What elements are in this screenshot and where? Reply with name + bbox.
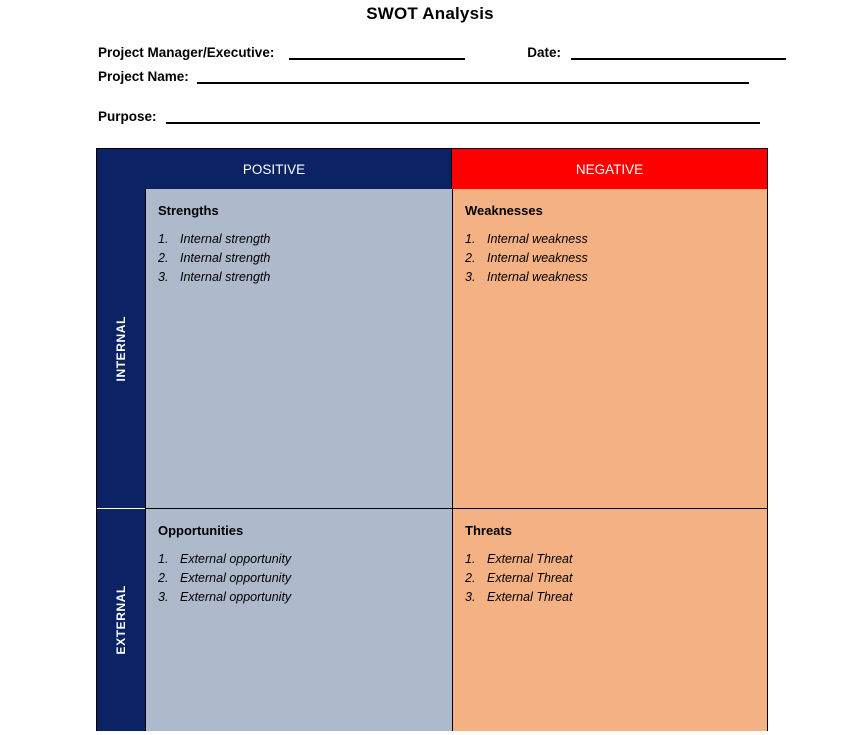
page-title: SWOT Analysis — [366, 4, 494, 23]
date-label: Date: — [527, 45, 561, 60]
list-item-text: Internal weakness — [487, 251, 588, 265]
quadrant-row-external: Opportunities 1. External opportunity 2.… — [146, 509, 767, 731]
list-item[interactable]: 1. Internal weakness — [465, 230, 767, 249]
swot-matrix: POSITIVE NEGATIVE INTERNAL EXTERNAL Stre… — [96, 148, 768, 731]
list-item-text: External Threat — [487, 571, 573, 585]
quadrant-threats-list: 1. External Threat 2. External Threat 3.… — [465, 550, 767, 607]
list-item-number: 3. — [465, 590, 476, 604]
list-item[interactable]: 2. External Threat — [465, 569, 767, 588]
matrix-row-header-column: INTERNAL EXTERNAL — [97, 189, 145, 731]
form-row-manager-date: Project Manager/Executive: Date: — [98, 42, 787, 66]
list-item-text: External Threat — [487, 590, 573, 604]
row-header-internal: INTERNAL — [97, 189, 145, 509]
form-row-purpose: Purpose: — [98, 106, 760, 130]
list-item-text: Internal strength — [180, 251, 271, 265]
row-header-external: EXTERNAL — [97, 509, 145, 731]
list-item-text: External opportunity — [180, 590, 292, 604]
project-manager-input[interactable] — [288, 45, 465, 60]
column-header-negative: NEGATIVE — [451, 149, 767, 189]
list-item-text: Internal strength — [180, 232, 271, 246]
list-item-number: 1. — [158, 552, 169, 566]
list-item[interactable]: 3. External opportunity — [158, 588, 452, 607]
list-item-number: 3. — [158, 590, 169, 604]
column-header-positive: POSITIVE — [97, 149, 451, 189]
row-header-internal-label: INTERNAL — [114, 315, 128, 382]
list-item[interactable]: 1. External Threat — [465, 550, 767, 569]
list-item-number: 2. — [465, 251, 476, 265]
form-spacer — [98, 90, 760, 106]
matrix-column-header-row: POSITIVE NEGATIVE — [97, 149, 767, 189]
list-item-text: Internal strength — [180, 270, 271, 284]
list-item-text: External opportunity — [180, 571, 292, 585]
purpose-input[interactable] — [165, 109, 760, 124]
list-item-text: Internal weakness — [487, 270, 588, 284]
quadrant-grid: Strengths 1. Internal strength 2. Intern… — [145, 189, 767, 731]
list-item[interactable]: 1. Internal strength — [158, 230, 452, 249]
list-item-text: External opportunity — [180, 552, 292, 566]
list-item-text: Internal weakness — [487, 232, 588, 246]
quadrant-weaknesses-list: 1. Internal weakness 2. Internal weaknes… — [465, 230, 767, 287]
project-name-label: Project Name: — [98, 69, 189, 84]
list-item-number: 2. — [465, 571, 476, 585]
quadrant-strengths-title: Strengths — [158, 203, 219, 218]
quadrant-strengths[interactable]: Strengths 1. Internal strength 2. Intern… — [146, 189, 452, 508]
list-item[interactable]: 2. Internal strength — [158, 249, 452, 268]
quadrant-row-internal: Strengths 1. Internal strength 2. Intern… — [146, 189, 767, 509]
quadrant-opportunities-list: 1. External opportunity 2. External oppo… — [158, 550, 452, 607]
project-name-input[interactable] — [197, 69, 750, 84]
list-item-number: 3. — [158, 270, 169, 284]
quadrant-weaknesses-title: Weaknesses — [465, 203, 543, 218]
list-item-number: 1. — [465, 552, 476, 566]
form-header-block: Project Manager/Executive: Date: Project… — [98, 42, 787, 130]
quadrant-weaknesses[interactable]: Weaknesses 1. Internal weakness 2. Inter… — [452, 189, 767, 508]
quadrant-threats-title: Threats — [465, 523, 512, 538]
list-item[interactable]: 3. Internal strength — [158, 268, 452, 287]
project-manager-label: Project Manager/Executive: — [98, 45, 275, 60]
purpose-label: Purpose: — [98, 109, 157, 124]
list-item[interactable]: 3. External Threat — [465, 588, 767, 607]
list-item[interactable]: 3. Internal weakness — [465, 268, 767, 287]
list-item[interactable]: 2. Internal weakness — [465, 249, 767, 268]
quadrant-threats[interactable]: Threats 1. External Threat 2. External T… — [452, 509, 767, 731]
list-item-text: External Threat — [487, 552, 573, 566]
list-item-number: 3. — [465, 270, 476, 284]
quadrant-opportunities-title: Opportunities — [158, 523, 244, 538]
form-row-project-name: Project Name: — [98, 66, 760, 90]
quadrant-strengths-list: 1. Internal strength 2. Internal strengt… — [158, 230, 452, 287]
quadrant-opportunities[interactable]: Opportunities 1. External opportunity 2.… — [146, 509, 452, 731]
list-item[interactable]: 2. External opportunity — [158, 569, 452, 588]
row-header-external-label: EXTERNAL — [114, 585, 128, 655]
list-item-number: 1. — [158, 232, 169, 246]
list-item[interactable]: 1. External opportunity — [158, 550, 452, 569]
list-item-number: 2. — [158, 571, 169, 585]
list-item-number: 1. — [465, 232, 476, 246]
list-item-number: 2. — [158, 251, 169, 265]
matrix-body: INTERNAL EXTERNAL Strengths 1. Internal … — [97, 189, 767, 731]
date-input[interactable] — [571, 45, 787, 60]
